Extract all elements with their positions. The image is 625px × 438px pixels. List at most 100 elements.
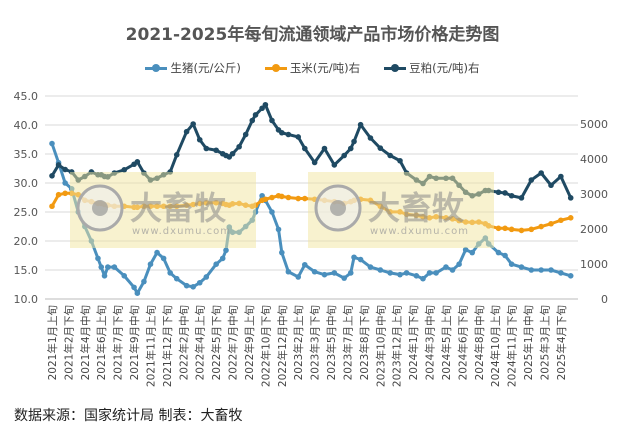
data-point — [62, 190, 68, 197]
data-point — [567, 273, 574, 279]
data-point — [558, 217, 564, 224]
left-axis-tick-label: 20.0 — [14, 235, 39, 248]
x-axis-tick-label: 2024年3月中旬 — [424, 305, 437, 380]
data-point — [213, 147, 219, 154]
left-axis-tick-label: 45.0 — [14, 90, 39, 103]
data-point — [347, 270, 354, 276]
data-point — [397, 271, 403, 278]
data-point — [55, 162, 62, 168]
data-point — [111, 264, 118, 270]
data-point — [105, 264, 111, 270]
data-point — [173, 152, 180, 158]
data-point — [121, 167, 128, 173]
data-point — [548, 182, 554, 189]
x-axis-tick-label: 2022年10月下旬 — [259, 305, 272, 387]
data-point — [160, 255, 167, 262]
data-point — [134, 290, 141, 297]
right-axis-tick-label: 0 — [601, 293, 608, 306]
data-source-footer: 数据来源：国家统计局 制表：大畜牧 — [14, 408, 243, 424]
data-point — [538, 170, 544, 176]
data-point — [49, 140, 55, 147]
data-point — [134, 159, 141, 165]
data-point — [357, 256, 364, 263]
legend-item-soymeal[interactable]: 豆粕(元/吨)右 — [384, 60, 480, 76]
x-axis-tick-label: 2022年7月中旬 — [227, 305, 240, 380]
data-point — [433, 270, 439, 276]
data-point — [567, 215, 574, 221]
data-point — [173, 275, 180, 282]
x-axis-tick-label: 2023年7月上旬 — [341, 305, 354, 380]
data-point — [196, 279, 203, 286]
data-point — [502, 252, 508, 259]
data-point — [190, 121, 196, 127]
data-point — [101, 273, 108, 279]
data-point — [229, 150, 236, 157]
x-axis-tick-label: 2021年1月上旬 — [46, 305, 59, 380]
legend-label: 生猪(元/公斤) — [170, 61, 241, 75]
x-axis-tick-label: 2021年11月上旬 — [144, 305, 157, 387]
left-axis-tick-label: 10.0 — [14, 293, 39, 306]
left-axis-tick-label: 30.0 — [14, 177, 39, 190]
data-point — [269, 117, 275, 124]
data-point — [508, 226, 515, 233]
data-point — [331, 270, 338, 276]
data-point — [347, 145, 354, 152]
legend-label: 玉米(元/吨)右 — [289, 61, 361, 75]
legend-item-corn[interactable]: 玉米(元/吨)右 — [264, 60, 361, 76]
x-axis-tick-label: 2023年3月下旬 — [309, 305, 322, 380]
data-point — [495, 225, 502, 232]
x-axis-tick-label: 2021年7月下旬 — [112, 305, 125, 380]
watermark-url: www.dxumu.com — [132, 226, 231, 237]
data-point — [462, 246, 469, 253]
legend-swatch — [145, 64, 168, 72]
data-point — [269, 194, 275, 201]
data-point — [548, 220, 554, 227]
watermark-logo-icon — [330, 200, 346, 216]
data-point — [357, 121, 364, 128]
data-point — [538, 267, 544, 273]
x-axis-tick-label: 2021年12月下旬 — [161, 305, 174, 387]
legend-label: 豆粕(元/吨)右 — [409, 61, 480, 75]
data-point — [285, 131, 292, 138]
data-point — [98, 264, 105, 270]
data-point — [269, 209, 275, 215]
chart-title: 2021-2025年每旬流通领域产品市场价格走势图 — [125, 25, 500, 45]
data-point — [321, 271, 328, 278]
left-axis-tick-label: 25.0 — [14, 206, 39, 219]
x-axis-tick-label: 2025年4月下旬 — [555, 305, 568, 380]
legend-item-pig[interactable]: 生猪(元/公斤) — [145, 60, 241, 76]
data-point — [196, 136, 203, 143]
x-axis-tick-label: 2022年9月上旬 — [243, 305, 256, 380]
x-axis-tick-label: 2022年2月中旬 — [177, 305, 190, 380]
left-axis-tick-label: 15.0 — [14, 264, 39, 277]
x-axis-tick-label: 2022年5月下旬 — [210, 305, 223, 380]
x-axis-tick-label: 2021年2月下旬 — [62, 305, 75, 380]
x-axis-tick-label: 2023年5月中旬 — [325, 305, 338, 380]
data-point — [387, 270, 393, 276]
data-point — [183, 128, 190, 135]
x-axis-tick-label: 2023年10月中旬 — [374, 305, 387, 387]
data-point — [147, 261, 154, 268]
x-axis-tick-label: 2024年6月下旬 — [456, 305, 469, 380]
data-point — [397, 157, 403, 164]
data-point — [508, 261, 515, 268]
watermark-logo-icon — [92, 200, 108, 216]
data-point — [518, 227, 525, 234]
data-point — [502, 225, 508, 232]
data-point — [558, 173, 564, 180]
data-point — [295, 134, 302, 140]
right-axis-tick-label: 1000 — [580, 258, 608, 271]
data-point — [219, 255, 226, 262]
data-point — [301, 145, 308, 152]
data-point — [259, 105, 265, 112]
data-point — [367, 135, 374, 141]
data-point — [321, 145, 328, 152]
x-axis-tick-label: 2024年8月中旬 — [473, 305, 486, 380]
data-point — [167, 270, 173, 276]
data-point — [49, 173, 55, 179]
data-point — [538, 223, 544, 230]
x-axis-tick-label: 2021年9月中旬 — [128, 305, 141, 380]
data-point — [236, 143, 242, 150]
x-axis-tick-label: 2025年3月上旬 — [538, 305, 551, 380]
x-axis-tick-label: 2024年10月上旬 — [489, 305, 502, 387]
